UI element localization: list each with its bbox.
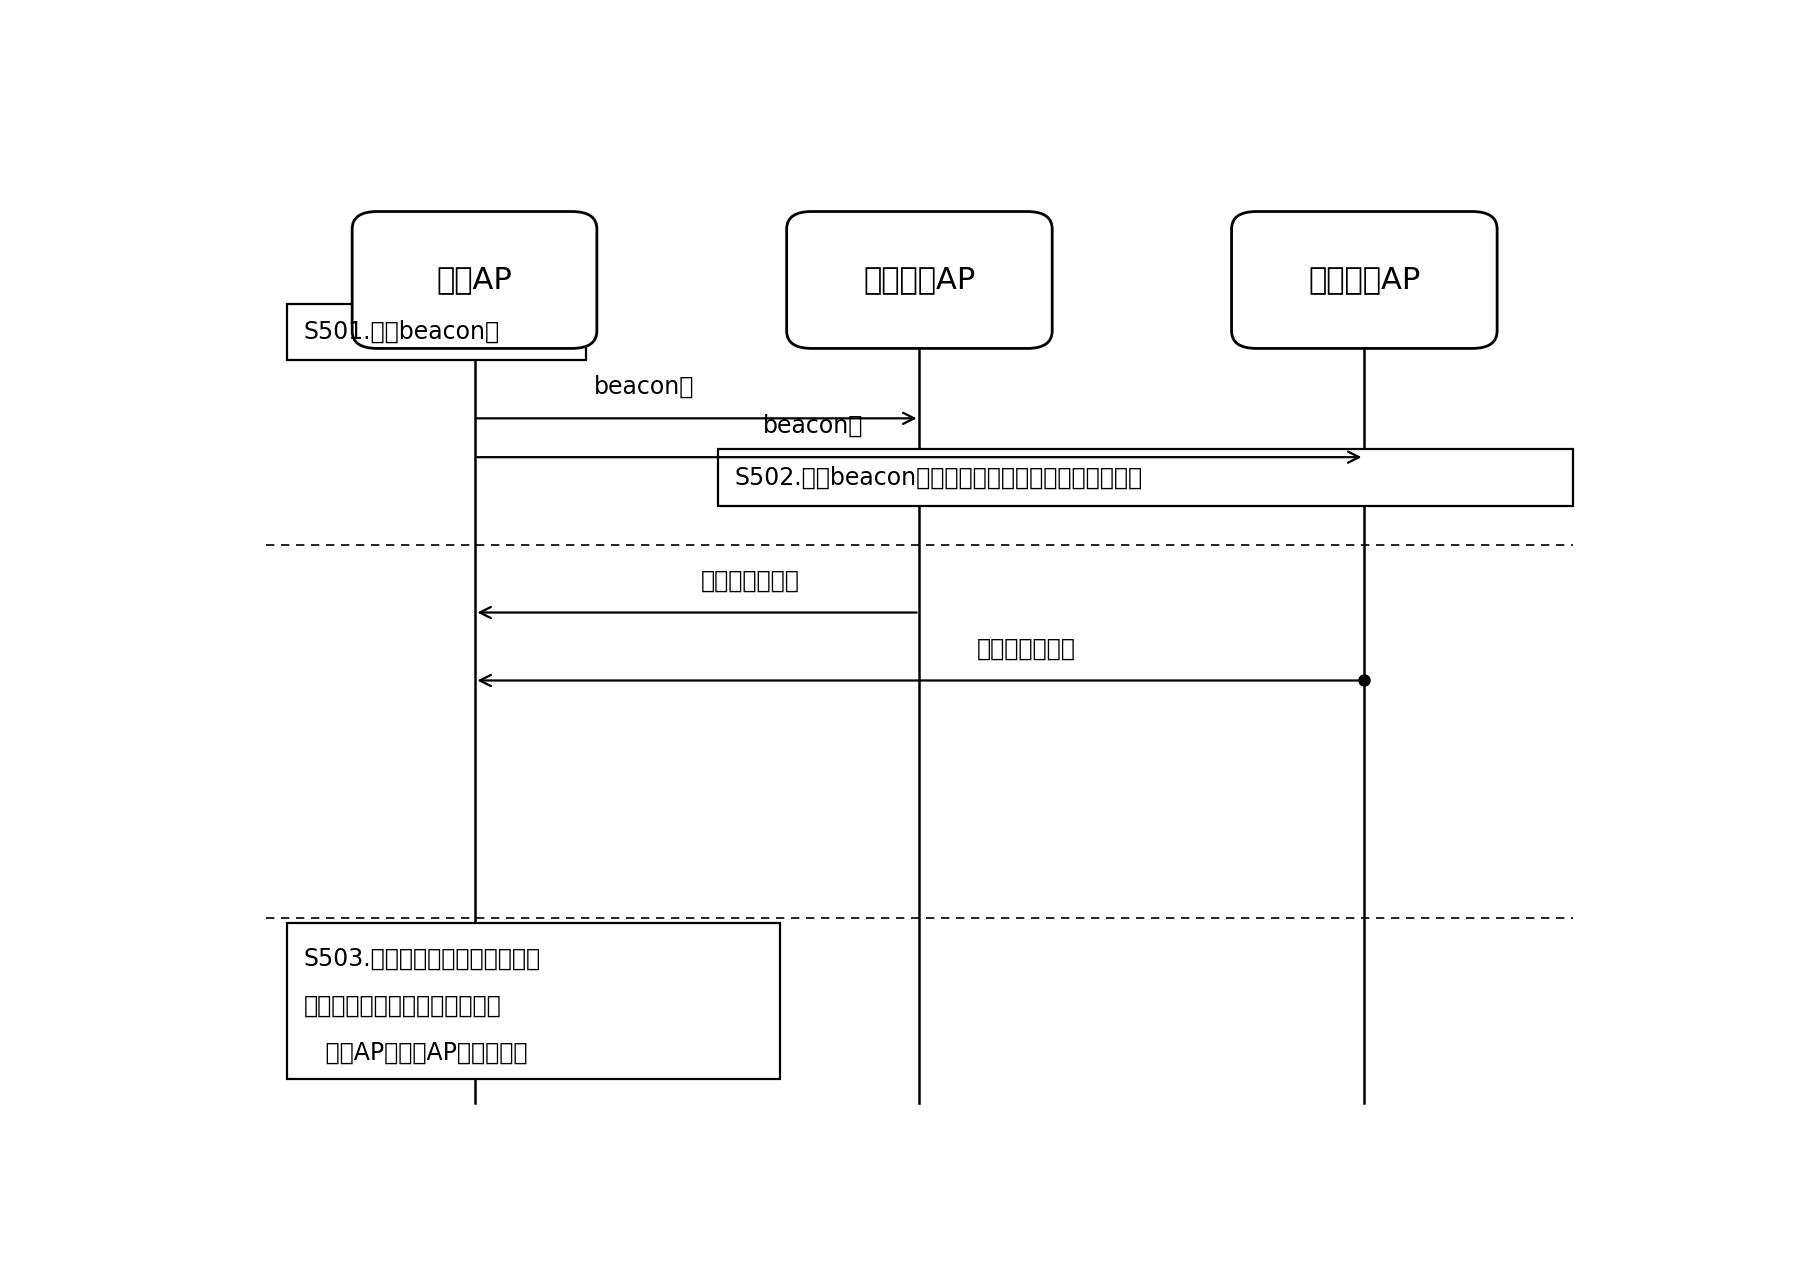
Text: 第一轨旁AP: 第一轨旁AP [863,266,976,295]
FancyBboxPatch shape [786,212,1053,348]
FancyBboxPatch shape [352,212,597,348]
FancyBboxPatch shape [1231,212,1498,348]
Text: S503.根据第一信号强度值和第二: S503.根据第一信号强度值和第二 [303,947,540,971]
FancyBboxPatch shape [287,923,780,1078]
Text: 信号强度值，确定是否改变第一: 信号强度值，确定是否改变第一 [303,994,501,1018]
Text: beacon帧: beacon帧 [762,414,863,438]
Text: beacon帧: beacon帧 [594,375,694,398]
FancyBboxPatch shape [718,449,1573,506]
Text: S502.确定beacon帧的信号强度值，并发送信号强度值: S502.确定beacon帧的信号强度值，并发送信号强度值 [734,465,1143,489]
Text: 第二轨旁AP: 第二轨旁AP [1308,266,1421,295]
Text: 轨旁AP与车载AP之间的链路: 轨旁AP与车载AP之间的链路 [303,1040,527,1064]
Text: 第二信号强度值: 第二信号强度值 [976,637,1076,661]
Text: 第一信号强度值: 第一信号强度值 [701,569,800,593]
Text: 车载AP: 车载AP [436,266,513,295]
Text: S501.发送beacon帧: S501.发送beacon帧 [303,320,499,344]
FancyBboxPatch shape [287,304,585,361]
